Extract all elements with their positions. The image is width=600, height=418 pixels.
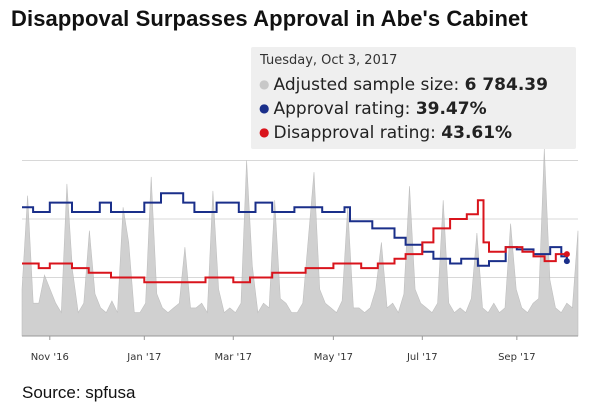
tooltip-row-disapproval: ● Disapproval rating: 43.61%: [259, 123, 512, 143]
chart-title: Disappoval Surpasses Approval in Abe's C…: [11, 6, 528, 31]
chart-area[interactable]: Nov '16 Jan '17 Mar '17 May '17 Jul '17 Sep '…: [0, 40, 600, 380]
tooltip-date: Tuesday, Oct 3, 2017: [260, 53, 398, 68]
rating-lines-layer: [22, 192, 570, 284]
x-tick-label: Jul '17: [406, 352, 438, 363]
legend-dot-icon: ●: [259, 101, 270, 115]
tooltip-value: 39.47%: [415, 99, 487, 119]
legend-dot-icon: ●: [259, 125, 270, 139]
tooltip-row-sample: ● Adjusted sample size: 6 784.39: [259, 75, 548, 95]
chart-tooltip: Tuesday, Oct 3, 2017 ● Adjusted sample si…: [251, 47, 576, 149]
tooltip-label: Disapproval rating:: [273, 123, 436, 143]
sample-size-area-layer: [21, 148, 579, 337]
tooltip-label: Adjusted sample size:: [273, 75, 460, 95]
tooltip-value: 6 784.39: [464, 75, 548, 95]
source-caption: Source: spfusa: [22, 383, 136, 402]
x-tick-label: Mar '17: [215, 352, 253, 363]
disapproval-marker: [563, 251, 570, 258]
x-tick-label: May '17: [314, 352, 353, 363]
tooltip-label: Approval rating:: [273, 99, 411, 119]
tooltip-row-approval: ● Approval rating: 39.47%: [259, 99, 487, 119]
x-axis-ticks: Nov '16 Jan '17 Mar '17 May '17 Jul '17 Sep '…: [31, 336, 536, 363]
x-tick-label: Nov '16: [31, 352, 69, 363]
legend-dot-icon: ●: [259, 77, 270, 91]
disapproval-line: [22, 199, 567, 284]
x-tick-label: Jan '17: [126, 352, 161, 363]
tooltip-value: 43.61%: [441, 123, 513, 143]
approval-line: [22, 192, 568, 267]
x-tick-label: Sep '17: [498, 352, 536, 363]
sample-size-area: [21, 148, 579, 337]
approval-marker: [563, 258, 570, 265]
chart-svg[interactable]: Nov '16 Jan '17 Mar '17 May '17 Jul '17 Sep '…: [0, 40, 600, 380]
